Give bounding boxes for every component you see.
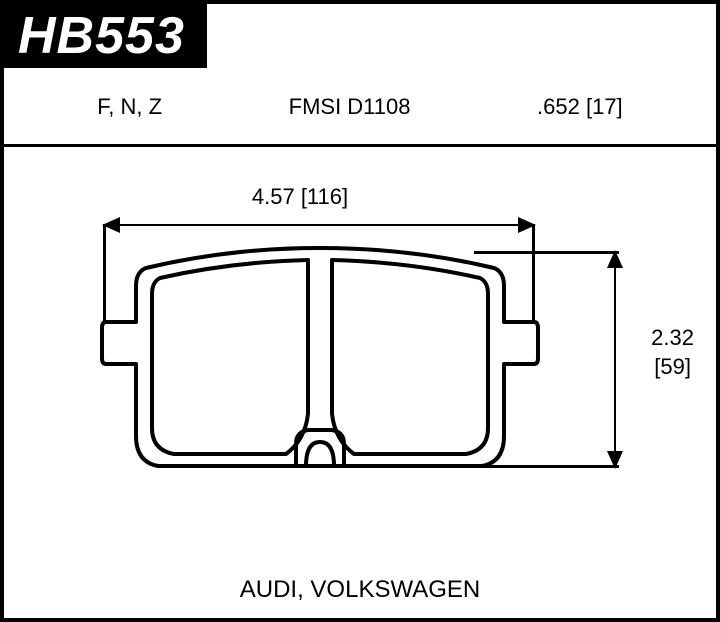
brake-pad-outline — [100, 244, 540, 484]
spec-thickness: .652 [17] — [537, 94, 623, 120]
spec-sheet: HB553 F, N, Z FMSI D1108 .652 [17] 4.57 … — [0, 0, 720, 622]
spec-compounds: F, N, Z — [97, 94, 162, 120]
applications-label: AUDI, VOLKSWAGEN — [4, 576, 716, 604]
spec-fmsi: FMSI D1108 — [289, 94, 411, 120]
dimension-height-label: 2.32 [59] — [651, 324, 694, 381]
dimension-width-label: 4.57 [116] — [4, 184, 596, 210]
width-inches: 4.57 — [252, 184, 295, 209]
width-arrow — [104, 224, 534, 226]
diagram-area: 4.57 [116] 2.32 [59] — [4, 144, 716, 618]
width-mm: [116] — [301, 184, 348, 209]
part-number-header: HB553 — [4, 4, 207, 68]
height-arrow — [614, 252, 616, 467]
spec-row: F, N, Z FMSI D1108 .652 [17] — [4, 94, 716, 120]
height-mm: [59] — [654, 354, 691, 379]
height-inches: 2.32 — [651, 325, 694, 350]
